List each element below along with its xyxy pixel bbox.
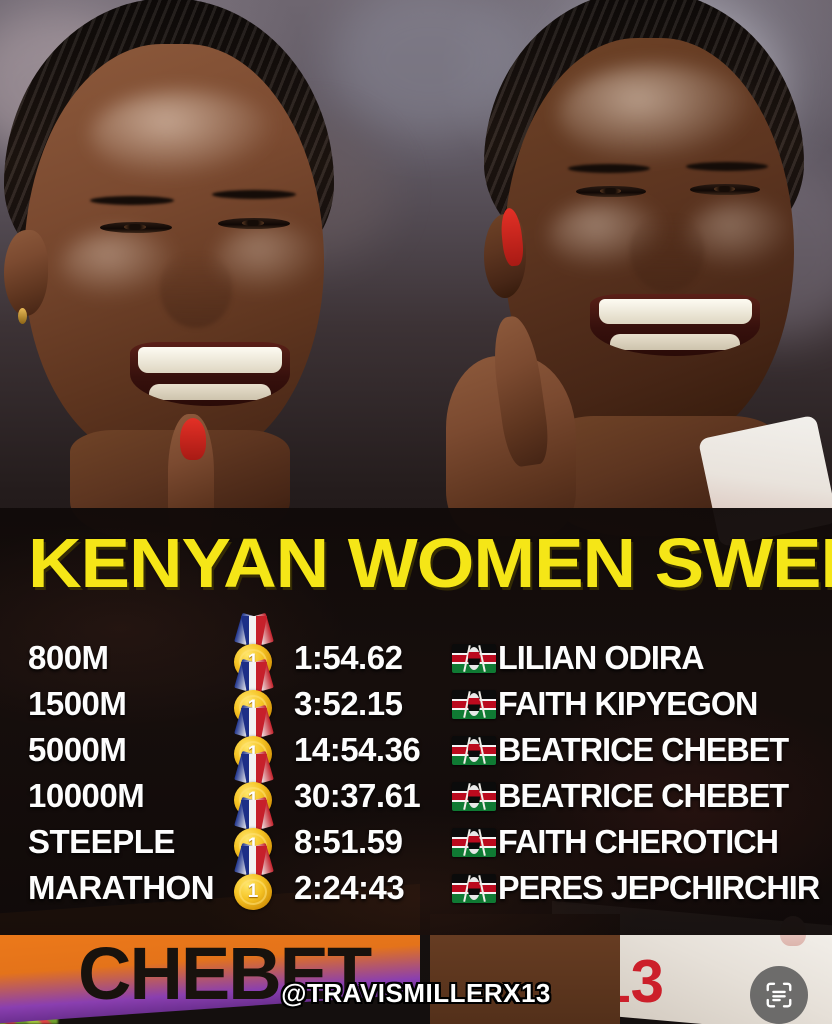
bib-text: CHEBET	[78, 932, 372, 1015]
forehead-sheen	[558, 64, 758, 164]
event-label: STEEPLE	[28, 823, 175, 860]
text-overlay-panel	[0, 508, 832, 935]
result-time: 30:37.61	[294, 777, 421, 814]
eye-right	[218, 218, 290, 229]
medal-place: 1	[247, 881, 259, 902]
ear-left	[4, 230, 48, 316]
cheek-sheen	[686, 201, 796, 271]
kenya-flag-icon	[452, 690, 496, 719]
athlete-name: LILIAN ODIRA	[498, 639, 705, 676]
table-row: 5000M 1 14:54.36 BEATRICE CHEBET	[0, 704, 832, 774]
watermark-handle: @TRAVISMILLERX13	[281, 978, 551, 1008]
cheek-sheen	[215, 225, 325, 295]
result-time: 8:51.59	[294, 823, 403, 860]
kenya-flag-icon	[452, 874, 496, 903]
table-row: 800M 1 1:54.62 LILIAN ODIRA	[0, 612, 832, 682]
kenya-flag-icon	[452, 828, 496, 857]
gold-medal-icon: 1	[228, 842, 280, 914]
eye-left	[100, 222, 172, 233]
teeth-upper	[138, 347, 282, 373]
eye-left	[576, 186, 646, 197]
kenya-flag-icon	[452, 644, 496, 673]
page-title: KENYAN WOMEN SWEEP	[28, 524, 832, 602]
fingernail	[180, 418, 206, 460]
table-row: 1500M 1 3:52.15 FAITH KIPYEGON	[0, 658, 832, 728]
eyebrow-right	[212, 190, 296, 199]
athlete-name: PERES JEPCHIRCHIR	[498, 869, 820, 906]
eye-right	[690, 184, 760, 195]
scan-text-icon[interactable]	[750, 966, 808, 1024]
overlay-texture	[0, 508, 832, 935]
table-row: MARATHON 1 2:24:43 PERES JEPCHIRCHIR	[0, 842, 832, 912]
result-time: 1:54.62	[294, 639, 403, 676]
earring	[18, 308, 27, 324]
teeth-upper	[598, 298, 752, 324]
athlete-name: FAITH KIPYEGON	[498, 685, 758, 722]
event-label: 1500M	[28, 685, 127, 722]
event-label: 5000M	[28, 731, 127, 768]
eyebrow-right	[686, 162, 768, 171]
event-label: 10000M	[28, 777, 145, 814]
event-label: MARATHON	[28, 869, 215, 906]
teeth-lower	[149, 383, 271, 401]
teeth-lower	[610, 334, 740, 351]
athlete-right-portrait	[418, 0, 832, 548]
result-time: 14:54.36	[294, 731, 421, 768]
results-table: 800M 1 1:54.62 LILIAN ODIRA 1500M	[0, 612, 832, 912]
result-time: 3:52.15	[294, 685, 403, 722]
table-row: 10000M 1 30:37.61 BEATRICE CHEBET	[0, 750, 832, 820]
result-time: 2:24:43	[294, 869, 405, 906]
mouth	[130, 342, 290, 406]
athlete-left-portrait	[0, 0, 420, 550]
kenya-flag-icon	[452, 782, 496, 811]
athlete-name: FAITH CHEROTICH	[498, 823, 779, 860]
eyebrow-left	[90, 196, 174, 205]
athlete-name: BEATRICE CHEBET	[498, 777, 789, 814]
kenya-flag-icon	[452, 736, 496, 765]
athlete-name: BEATRICE CHEBET	[498, 731, 789, 768]
nose	[160, 252, 232, 328]
forehead-sheen	[90, 90, 280, 180]
mouth	[590, 294, 760, 356]
nose	[630, 214, 704, 292]
eyebrow-left	[568, 164, 650, 173]
table-row: STEEPLE 1 8:51.59 FAITH CHEROTICH	[0, 796, 832, 866]
event-label: 800M	[28, 639, 109, 676]
